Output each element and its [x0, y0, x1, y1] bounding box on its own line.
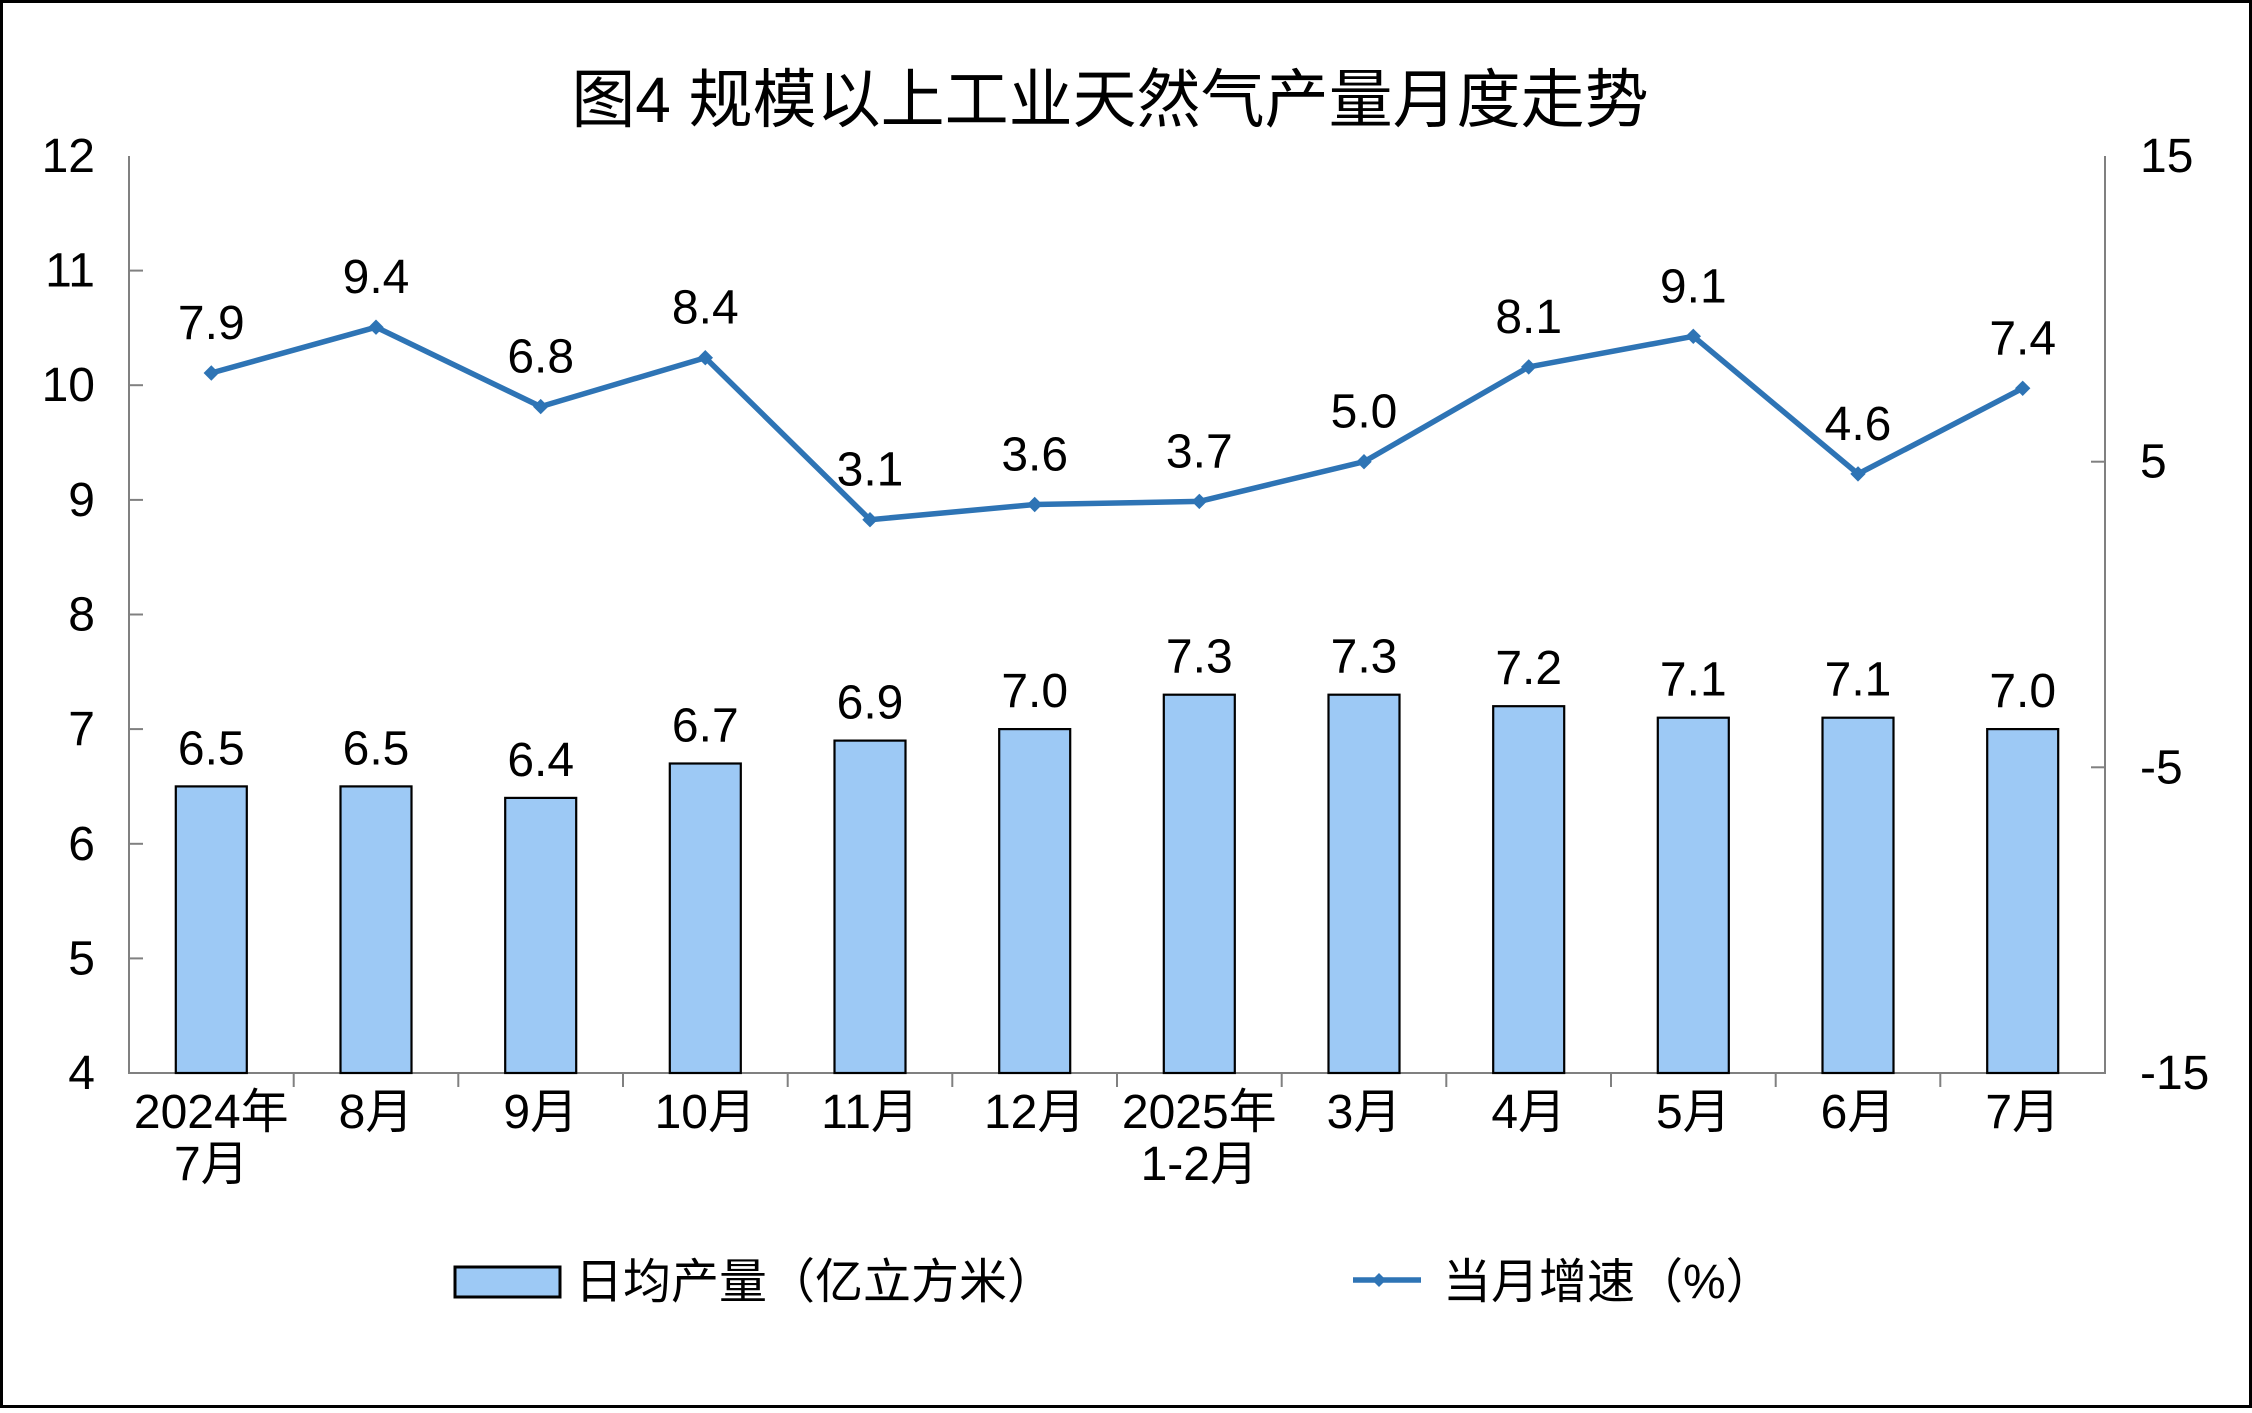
svg-text:7.2: 7.2	[1495, 642, 1562, 695]
svg-text:-5: -5	[2140, 741, 2183, 794]
svg-text:5: 5	[2140, 436, 2167, 489]
svg-text:2025年: 2025年	[1122, 1086, 1277, 1139]
svg-text:9月: 9月	[503, 1086, 578, 1139]
svg-text:10: 10	[42, 359, 95, 412]
svg-text:7月: 7月	[1985, 1086, 2060, 1139]
svg-text:11: 11	[45, 245, 95, 298]
svg-text:6月: 6月	[1821, 1086, 1896, 1139]
svg-text:8: 8	[68, 589, 95, 642]
svg-text:9: 9	[68, 474, 95, 527]
svg-text:7.0: 7.0	[1001, 665, 1068, 718]
svg-text:7.3: 7.3	[1331, 631, 1398, 684]
svg-text:7.1: 7.1	[1660, 654, 1727, 707]
svg-text:6.4: 6.4	[507, 734, 574, 787]
svg-text:12: 12	[42, 130, 95, 183]
svg-text:2024年: 2024年	[134, 1086, 289, 1139]
svg-text:8月: 8月	[339, 1086, 414, 1139]
svg-text:4.6: 4.6	[1825, 398, 1892, 451]
svg-text:3.1: 3.1	[837, 444, 904, 497]
svg-text:7月: 7月	[174, 1138, 249, 1191]
svg-text:6.5: 6.5	[343, 722, 410, 775]
svg-text:日均产量（亿立方米）: 日均产量（亿立方米）	[575, 1256, 1055, 1309]
svg-text:6.9: 6.9	[837, 677, 904, 730]
svg-text:6.5: 6.5	[178, 722, 245, 775]
svg-text:6: 6	[68, 818, 95, 871]
svg-text:6.7: 6.7	[672, 700, 739, 753]
svg-text:7.9: 7.9	[178, 297, 245, 350]
svg-text:当月增速（%）: 当月增速（%）	[1443, 1256, 1774, 1309]
svg-text:7: 7	[68, 703, 95, 756]
svg-text:9.1: 9.1	[1660, 260, 1727, 313]
svg-text:7.4: 7.4	[1989, 312, 2056, 365]
svg-text:9.4: 9.4	[343, 251, 410, 304]
svg-text:5月: 5月	[1656, 1086, 1731, 1139]
svg-text:3月: 3月	[1327, 1086, 1402, 1139]
svg-text:5: 5	[68, 932, 95, 985]
svg-text:7.1: 7.1	[1825, 654, 1892, 707]
svg-text:15: 15	[2140, 130, 2193, 183]
svg-text:7.3: 7.3	[1166, 631, 1233, 684]
svg-text:图4 规模以上工业天然气产量月度走势: 图4 规模以上工业天然气产量月度走势	[571, 64, 1648, 136]
svg-text:3.6: 3.6	[1001, 429, 1068, 482]
svg-text:3.7: 3.7	[1166, 425, 1233, 478]
svg-text:7.0: 7.0	[1989, 665, 2056, 718]
svg-text:10月: 10月	[655, 1086, 756, 1139]
svg-text:6.8: 6.8	[507, 331, 574, 384]
svg-text:11月: 11月	[821, 1086, 919, 1139]
svg-text:4: 4	[68, 1047, 95, 1100]
svg-text:12月: 12月	[984, 1086, 1085, 1139]
svg-text:8.1: 8.1	[1495, 291, 1562, 344]
svg-text:5.0: 5.0	[1331, 386, 1398, 439]
svg-text:4月: 4月	[1491, 1086, 1566, 1139]
svg-text:-15: -15	[2140, 1047, 2209, 1100]
svg-text:8.4: 8.4	[672, 282, 739, 335]
svg-text:1-2月: 1-2月	[1141, 1138, 1258, 1191]
